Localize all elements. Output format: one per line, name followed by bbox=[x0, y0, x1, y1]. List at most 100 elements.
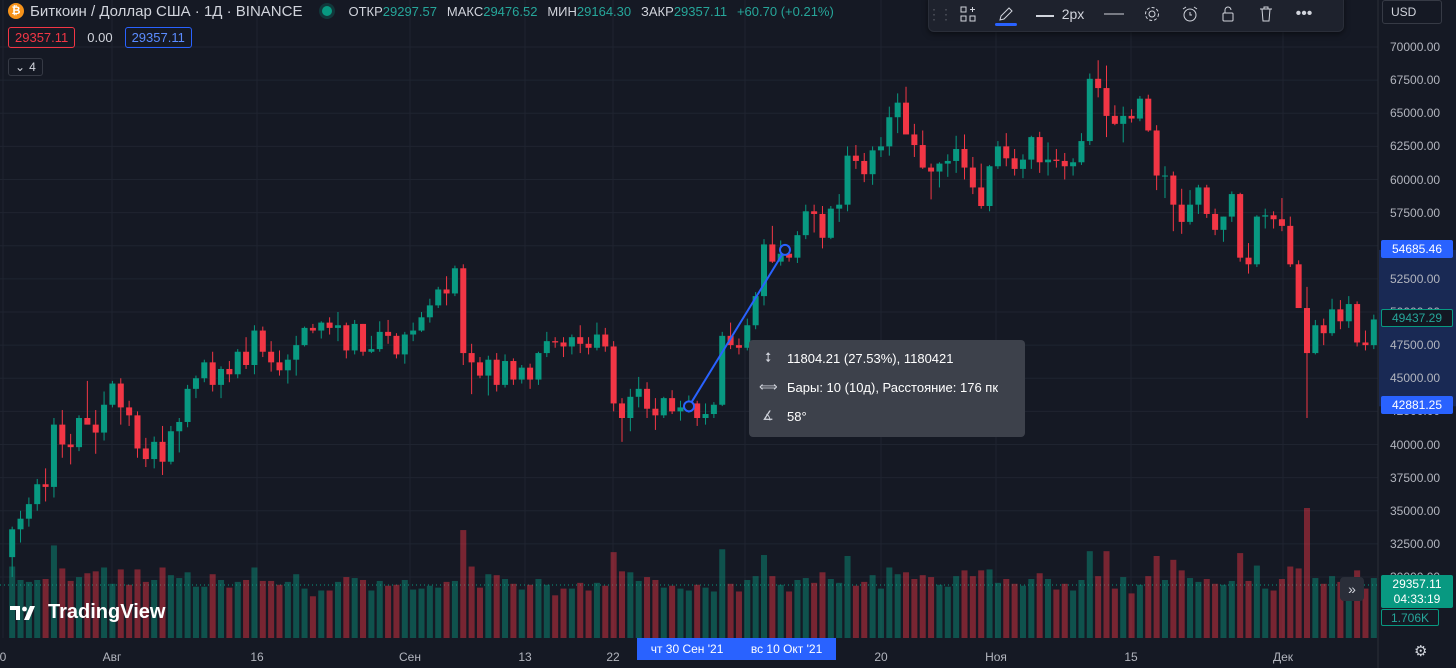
candle-body bbox=[1220, 216, 1227, 230]
candle-body bbox=[159, 441, 166, 462]
volume-bar bbox=[284, 581, 291, 638]
volume-bar bbox=[184, 572, 191, 638]
currency-selector[interactable]: USD bbox=[1382, 0, 1442, 24]
price-range-text: 11804.21 (27.53%), 1180421 bbox=[787, 350, 954, 366]
volume-bar bbox=[1103, 551, 1110, 638]
alarm-add-icon[interactable] bbox=[1171, 0, 1209, 29]
candle-body bbox=[886, 117, 893, 147]
candle-body bbox=[694, 403, 701, 418]
volume-bar bbox=[510, 583, 517, 638]
bitcoin-icon: ₿ bbox=[8, 3, 24, 19]
symbol-title[interactable]: Биткоин / Доллар США · 1Д · BINANCE bbox=[30, 2, 303, 20]
volume-bar bbox=[1028, 579, 1035, 638]
candle-body bbox=[986, 166, 993, 206]
volume-bar bbox=[309, 596, 316, 638]
candle-body bbox=[1312, 325, 1319, 354]
volume-bar bbox=[1170, 559, 1177, 638]
candle-body bbox=[1078, 141, 1085, 163]
volume-bar bbox=[101, 567, 108, 638]
volume-bar bbox=[451, 580, 458, 638]
volume-bar bbox=[1003, 579, 1010, 638]
indicators-toggle[interactable]: ⌄ 4 bbox=[8, 58, 43, 76]
candle-body bbox=[978, 187, 985, 206]
candle-body bbox=[1362, 342, 1369, 346]
trash-icon[interactable] bbox=[1247, 0, 1285, 29]
sell-price-button[interactable]: 29357.11 bbox=[8, 27, 76, 48]
candle-body bbox=[652, 408, 659, 416]
candle-body bbox=[903, 102, 910, 135]
volume-bar bbox=[42, 579, 49, 638]
volume-bar bbox=[802, 578, 809, 638]
volume-bar bbox=[468, 566, 475, 638]
price-tick-label: 45000.00 bbox=[1390, 371, 1441, 386]
candle-body bbox=[468, 353, 475, 363]
chart-settings-icon[interactable]: ⚙ bbox=[1414, 643, 1428, 660]
candle-body bbox=[101, 404, 108, 433]
candle-body bbox=[502, 361, 509, 385]
candle-body bbox=[786, 253, 793, 258]
line-color-indicator bbox=[995, 23, 1017, 26]
measure-end-price-label: 54685.46 bbox=[1381, 240, 1453, 258]
volume-bar bbox=[702, 587, 709, 638]
price-tick-label: 67500.00 bbox=[1390, 73, 1441, 88]
line-width-selector[interactable]: 2px bbox=[1025, 0, 1095, 29]
volume-bar bbox=[1278, 579, 1285, 638]
candle-body bbox=[401, 334, 408, 355]
close-price-label: 29357.11 bbox=[1381, 575, 1453, 593]
low-value: 29164.30 bbox=[576, 4, 632, 19]
volume-bar bbox=[1187, 578, 1194, 638]
drag-grip-icon[interactable]: ⋮⋮ bbox=[927, 5, 953, 22]
volume-bar bbox=[1153, 555, 1160, 638]
candle-body bbox=[234, 351, 241, 375]
volume-bar bbox=[928, 577, 935, 638]
candle-body bbox=[460, 268, 467, 354]
volume-bar bbox=[134, 569, 141, 638]
candle-body bbox=[1028, 137, 1035, 160]
volume-bar bbox=[577, 582, 584, 638]
candle-body bbox=[836, 204, 843, 209]
line-dash-icon[interactable] bbox=[1095, 0, 1133, 29]
volume-bar bbox=[911, 579, 918, 638]
candle-body bbox=[1061, 160, 1068, 167]
volume-bar bbox=[744, 579, 751, 638]
candle-body bbox=[627, 396, 634, 418]
candle-body bbox=[911, 134, 918, 146]
volume-bar bbox=[1228, 580, 1235, 638]
pencil-icon[interactable] bbox=[987, 0, 1025, 29]
volume-bar bbox=[493, 575, 500, 638]
candle-body bbox=[928, 167, 935, 172]
candle-body bbox=[243, 351, 250, 365]
candle-body bbox=[351, 323, 358, 351]
volume-bar bbox=[1145, 576, 1152, 638]
volume-bar bbox=[1245, 580, 1252, 638]
candle-body bbox=[1203, 187, 1210, 214]
candle-body bbox=[485, 359, 492, 376]
volume-bar bbox=[727, 583, 734, 638]
high-label: МАКС bbox=[446, 4, 484, 19]
volume-bar bbox=[585, 590, 592, 638]
volume-bar bbox=[17, 579, 24, 638]
scroll-to-realtime-button[interactable]: » bbox=[1340, 577, 1364, 601]
unlock-icon[interactable] bbox=[1209, 0, 1247, 29]
volume-bar bbox=[243, 579, 250, 638]
volume-bar bbox=[944, 586, 951, 638]
candle-body bbox=[844, 155, 851, 205]
buy-price-button[interactable]: 29357.11 bbox=[124, 27, 192, 48]
volume-bar bbox=[9, 566, 16, 638]
volume-bar bbox=[1337, 581, 1344, 638]
candle-body bbox=[142, 448, 149, 460]
price-tick-label: 35000.00 bbox=[1390, 503, 1441, 518]
volume-bar bbox=[167, 575, 174, 638]
settings-icon[interactable] bbox=[1133, 0, 1171, 29]
more-icon[interactable]: ••• bbox=[1295, 5, 1313, 22]
candle-body bbox=[1303, 308, 1311, 354]
template-icon[interactable] bbox=[949, 0, 987, 29]
volume-bar bbox=[877, 588, 884, 638]
tradingview-logo[interactable]: TradingView bbox=[10, 601, 165, 624]
volume-bar bbox=[986, 569, 993, 638]
volume-bar bbox=[1362, 588, 1369, 638]
candle-body bbox=[894, 102, 901, 118]
volume-bar bbox=[142, 581, 149, 638]
candle-body bbox=[1329, 309, 1336, 334]
